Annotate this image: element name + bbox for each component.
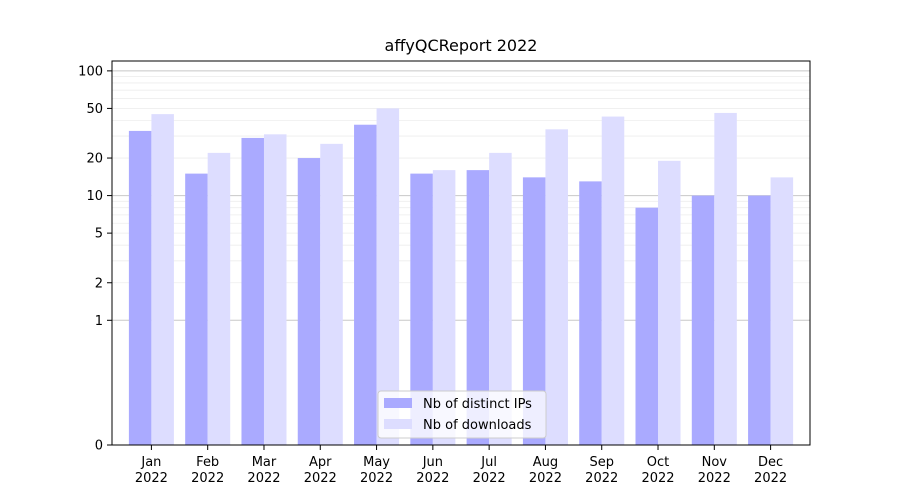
x-tick-label-year: 2022 <box>473 471 506 486</box>
bar-distinct-ips <box>354 124 377 445</box>
bar-downloads <box>432 170 456 445</box>
x-tick-label-year: 2022 <box>247 471 280 486</box>
y-tick-label: 10 <box>86 189 103 204</box>
x-tick-label-year: 2022 <box>360 471 393 486</box>
x-tick-label-year: 2022 <box>416 471 449 486</box>
x-tick-label-month: Jun <box>422 455 443 470</box>
bar-downloads <box>601 116 625 445</box>
x-tick-label-month: Sep <box>589 455 614 470</box>
bar-distinct-ips <box>579 181 602 445</box>
y-tick-label: 100 <box>78 64 103 79</box>
bars <box>128 108 794 446</box>
x-tick-label-month: Jul <box>480 455 497 470</box>
bar-distinct-ips <box>185 173 208 445</box>
y-tick-label: 1 <box>95 314 103 329</box>
x-tick-label-year: 2022 <box>698 471 731 486</box>
x-tick-label-month: Oct <box>647 455 669 470</box>
bar-downloads <box>376 108 400 446</box>
bar-distinct-ips <box>522 177 546 445</box>
y-tick-label: 2 <box>95 276 103 291</box>
x-tick-label-month: Feb <box>196 455 219 470</box>
bar-distinct-ips <box>748 195 771 445</box>
bar-distinct-ips <box>635 207 659 445</box>
legend: Nb of distinct IPs Nb of downloads <box>377 390 547 439</box>
x-tick-label-month: Nov <box>702 455 728 470</box>
x-tick-label-year: 2022 <box>754 471 787 486</box>
x-tick-label-year: 2022 <box>304 471 337 486</box>
x-tick-label-month: May <box>363 455 390 470</box>
bar-distinct-ips <box>691 195 715 445</box>
bar-downloads <box>714 112 737 446</box>
x-tick-label-month: Jan <box>140 455 161 470</box>
bar-downloads <box>658 160 681 445</box>
legend-label-distinct-ips: Nb of distinct IPs <box>423 397 532 412</box>
plot-frame <box>111 60 811 446</box>
y-tick-label: 50 <box>86 102 103 117</box>
bar-downloads <box>770 177 794 445</box>
bar-downloads <box>151 114 174 445</box>
x-tick-label-month: Mar <box>252 455 277 470</box>
x-tick-label-year: 2022 <box>585 471 618 486</box>
bar-distinct-ips <box>466 170 490 445</box>
x-tick-label-month: Apr <box>309 455 332 470</box>
bar-distinct-ips <box>128 130 152 445</box>
x-tick-label-month: Aug <box>533 455 558 470</box>
legend-frame <box>377 390 547 439</box>
bar-downloads <box>207 152 231 445</box>
legend-swatch-downloads <box>384 419 412 429</box>
x-tick-label-year: 2022 <box>135 471 168 486</box>
x-axis: Jan2022Feb2022Mar2022Apr2022May2022Jun20… <box>135 445 787 486</box>
bar-downloads <box>320 143 343 446</box>
legend-label-downloads: Nb of downloads <box>423 418 532 433</box>
x-tick-label-year: 2022 <box>641 471 674 486</box>
x-tick-label-year: 2022 <box>529 471 562 486</box>
y-axis: 0 1 2 5 10 20 50 100 <box>78 64 112 454</box>
y-tick-label: 0 <box>95 439 103 454</box>
x-tick-label-year: 2022 <box>191 471 224 486</box>
legend-swatch-distinct-ips <box>384 398 412 408</box>
bar-downloads <box>545 129 568 446</box>
bar-downloads <box>263 134 287 445</box>
chart-title: affyQCReport 2022 <box>385 36 538 55</box>
x-tick-label-month: Dec <box>758 455 783 470</box>
y-tick-label: 20 <box>86 152 103 167</box>
bar-distinct-ips <box>410 173 433 445</box>
bar-distinct-ips <box>297 158 321 445</box>
bar-downloads <box>489 152 512 445</box>
y-tick-label: 5 <box>95 227 103 242</box>
bar-distinct-ips <box>241 137 264 446</box>
